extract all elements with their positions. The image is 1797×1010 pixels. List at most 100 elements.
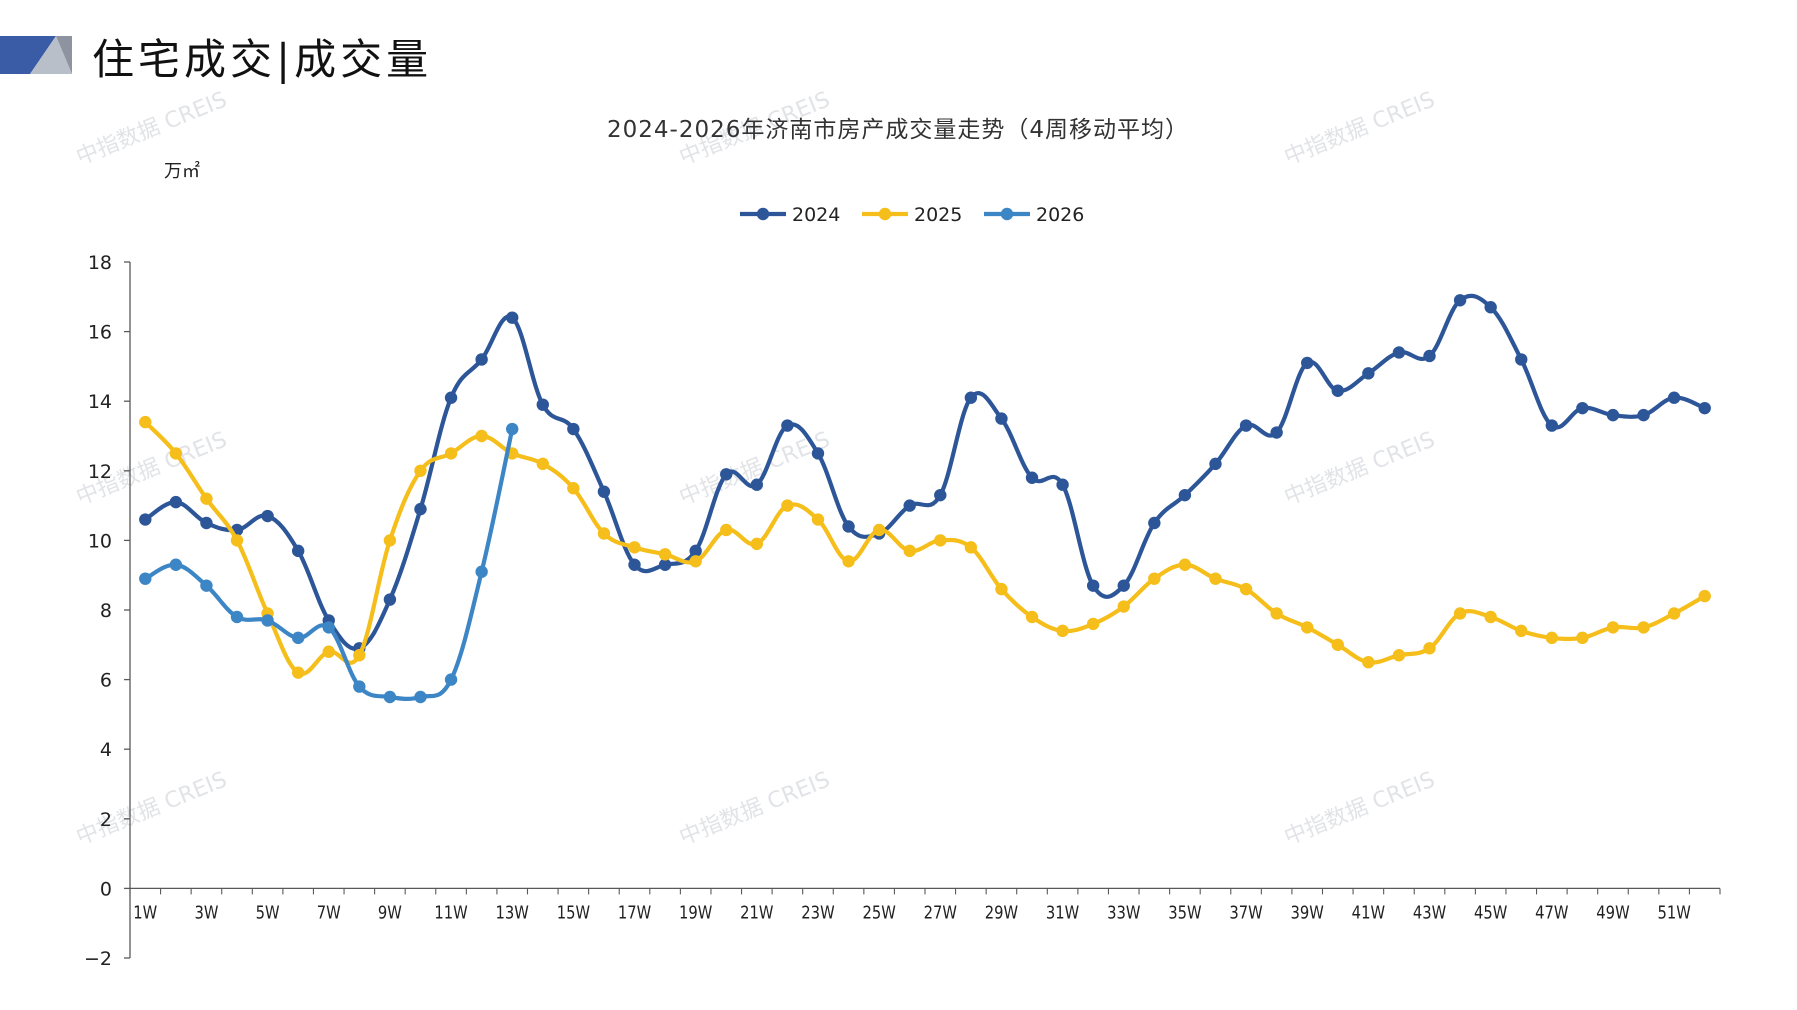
data-point-2026	[139, 572, 152, 585]
data-point-2025	[322, 645, 335, 658]
x-tick-label: 33W	[1107, 902, 1140, 923]
x-tick-label: 37W	[1229, 902, 1262, 923]
data-point-2024	[1423, 349, 1436, 363]
data-point-2025	[383, 534, 397, 547]
data-point-2026	[322, 621, 335, 634]
data-point-2024	[1301, 356, 1314, 370]
chart-axes: −2 0 2 4 6 8 10 12 14 16 18 1W 3W 5W 7W 9W 11W 13W 15W 17W 1…	[84, 252, 1721, 970]
data-point-2025	[628, 541, 641, 554]
data-point-2024	[1698, 401, 1711, 415]
data-point-2026	[169, 558, 183, 571]
data-point-2024	[536, 398, 549, 411]
y-tick-label: 8	[100, 600, 112, 622]
x-tick-label: 13W	[496, 902, 529, 923]
data-point-2024	[1178, 488, 1192, 502]
y-tick-label: 18	[88, 252, 112, 274]
data-point-2024	[995, 412, 1008, 425]
x-tick-label: 21W	[740, 902, 773, 923]
watermark-layer: 中指数据 CREIS 中指数据 CREIS 中指数据 CREIS 中指数据 CREIS…	[73, 87, 1439, 850]
y-tick-label: 10	[88, 530, 112, 552]
logo-icon	[0, 36, 72, 74]
data-point-2024	[1270, 426, 1283, 439]
data-point-2025	[934, 534, 947, 547]
data-point-2025	[444, 447, 458, 460]
x-tick-label: 49W	[1596, 902, 1629, 923]
data-point-2024	[475, 353, 488, 366]
data-point-2024	[1025, 471, 1039, 484]
x-tick-label: 45W	[1474, 902, 1507, 923]
data-point-2024	[414, 502, 427, 516]
data-point-2025	[1331, 638, 1344, 651]
data-point-2024	[1576, 401, 1589, 415]
page-title: 住宅成交|成交量	[92, 35, 433, 84]
watermark-text: 中指数据 CREIS	[1281, 427, 1439, 510]
data-point-2024	[1362, 367, 1375, 380]
data-point-2025	[1423, 642, 1436, 655]
y-tick-label: −2	[84, 948, 112, 970]
data-point-2025	[1239, 582, 1253, 596]
data-point-2024	[1545, 419, 1559, 432]
data-point-2025	[1453, 607, 1467, 620]
x-tick-label: 47W	[1535, 902, 1568, 923]
x-tick-label: 25W	[862, 902, 895, 923]
data-point-2025	[903, 544, 916, 558]
data-point-2025	[1056, 624, 1069, 638]
data-point-2026	[444, 673, 458, 686]
x-tick-label: 15W	[557, 902, 590, 923]
x-tick-label: 17W	[618, 902, 651, 923]
data-point-2024	[139, 513, 152, 526]
data-point-2026	[261, 614, 274, 627]
legend-label-2024: 2024	[792, 204, 840, 226]
y-tick-label: 14	[88, 391, 112, 413]
x-tick-label: 5W	[256, 902, 280, 923]
data-point-2024	[1117, 579, 1130, 592]
data-point-2024	[597, 485, 611, 498]
y-axis-unit-label: 万㎡	[164, 160, 200, 182]
data-point-2024	[1515, 353, 1528, 366]
x-tick-label: 43W	[1413, 902, 1446, 923]
x-tick-label: 31W	[1046, 902, 1079, 923]
y-tick-label: 0	[100, 878, 112, 900]
data-point-2024	[1453, 294, 1467, 307]
data-point-2024	[720, 468, 733, 481]
page-header: 住宅成交|成交量	[0, 24, 600, 84]
data-point-2025	[230, 534, 244, 547]
data-point-2025	[1637, 621, 1650, 634]
data-point-2025	[995, 582, 1008, 596]
data-point-2024	[658, 558, 672, 571]
x-tick-label: 23W	[801, 902, 834, 923]
data-point-2024	[689, 544, 702, 558]
data-point-2024	[1637, 408, 1650, 422]
data-point-2024	[1606, 408, 1620, 422]
watermark-text: 中指数据 CREIS	[73, 87, 231, 170]
data-point-2024	[1148, 516, 1161, 530]
data-point-2025	[1392, 649, 1406, 662]
series-layer	[139, 293, 1711, 704]
data-point-2025	[597, 527, 611, 540]
data-point-2024	[811, 447, 825, 460]
y-tick-label: 12	[88, 461, 112, 483]
data-point-2025	[658, 548, 672, 561]
data-point-2026	[230, 610, 244, 624]
data-point-2024	[1667, 391, 1681, 404]
data-point-2025	[720, 523, 733, 537]
data-point-2024	[964, 391, 978, 404]
data-point-2024	[842, 520, 855, 533]
series-2024	[139, 293, 1711, 655]
data-point-2025	[1178, 558, 1192, 571]
series-line-2024	[143, 293, 1707, 651]
data-point-2025	[139, 415, 152, 429]
data-point-2026	[200, 579, 213, 592]
data-point-2025	[1270, 607, 1283, 620]
data-point-2026	[414, 690, 427, 704]
data-point-2025	[781, 499, 794, 512]
data-point-2024	[1209, 457, 1222, 471]
chart-title: 2024-2026年济南市房产成交量走势（4周移动平均）	[607, 117, 1189, 143]
data-point-2024	[750, 478, 764, 491]
data-point-2024	[1056, 478, 1069, 491]
x-tick-label: 9W	[378, 902, 402, 923]
data-point-2025	[475, 429, 488, 443]
data-point-2024	[200, 516, 213, 530]
data-point-2025	[414, 464, 427, 477]
data-point-2026	[383, 690, 397, 704]
